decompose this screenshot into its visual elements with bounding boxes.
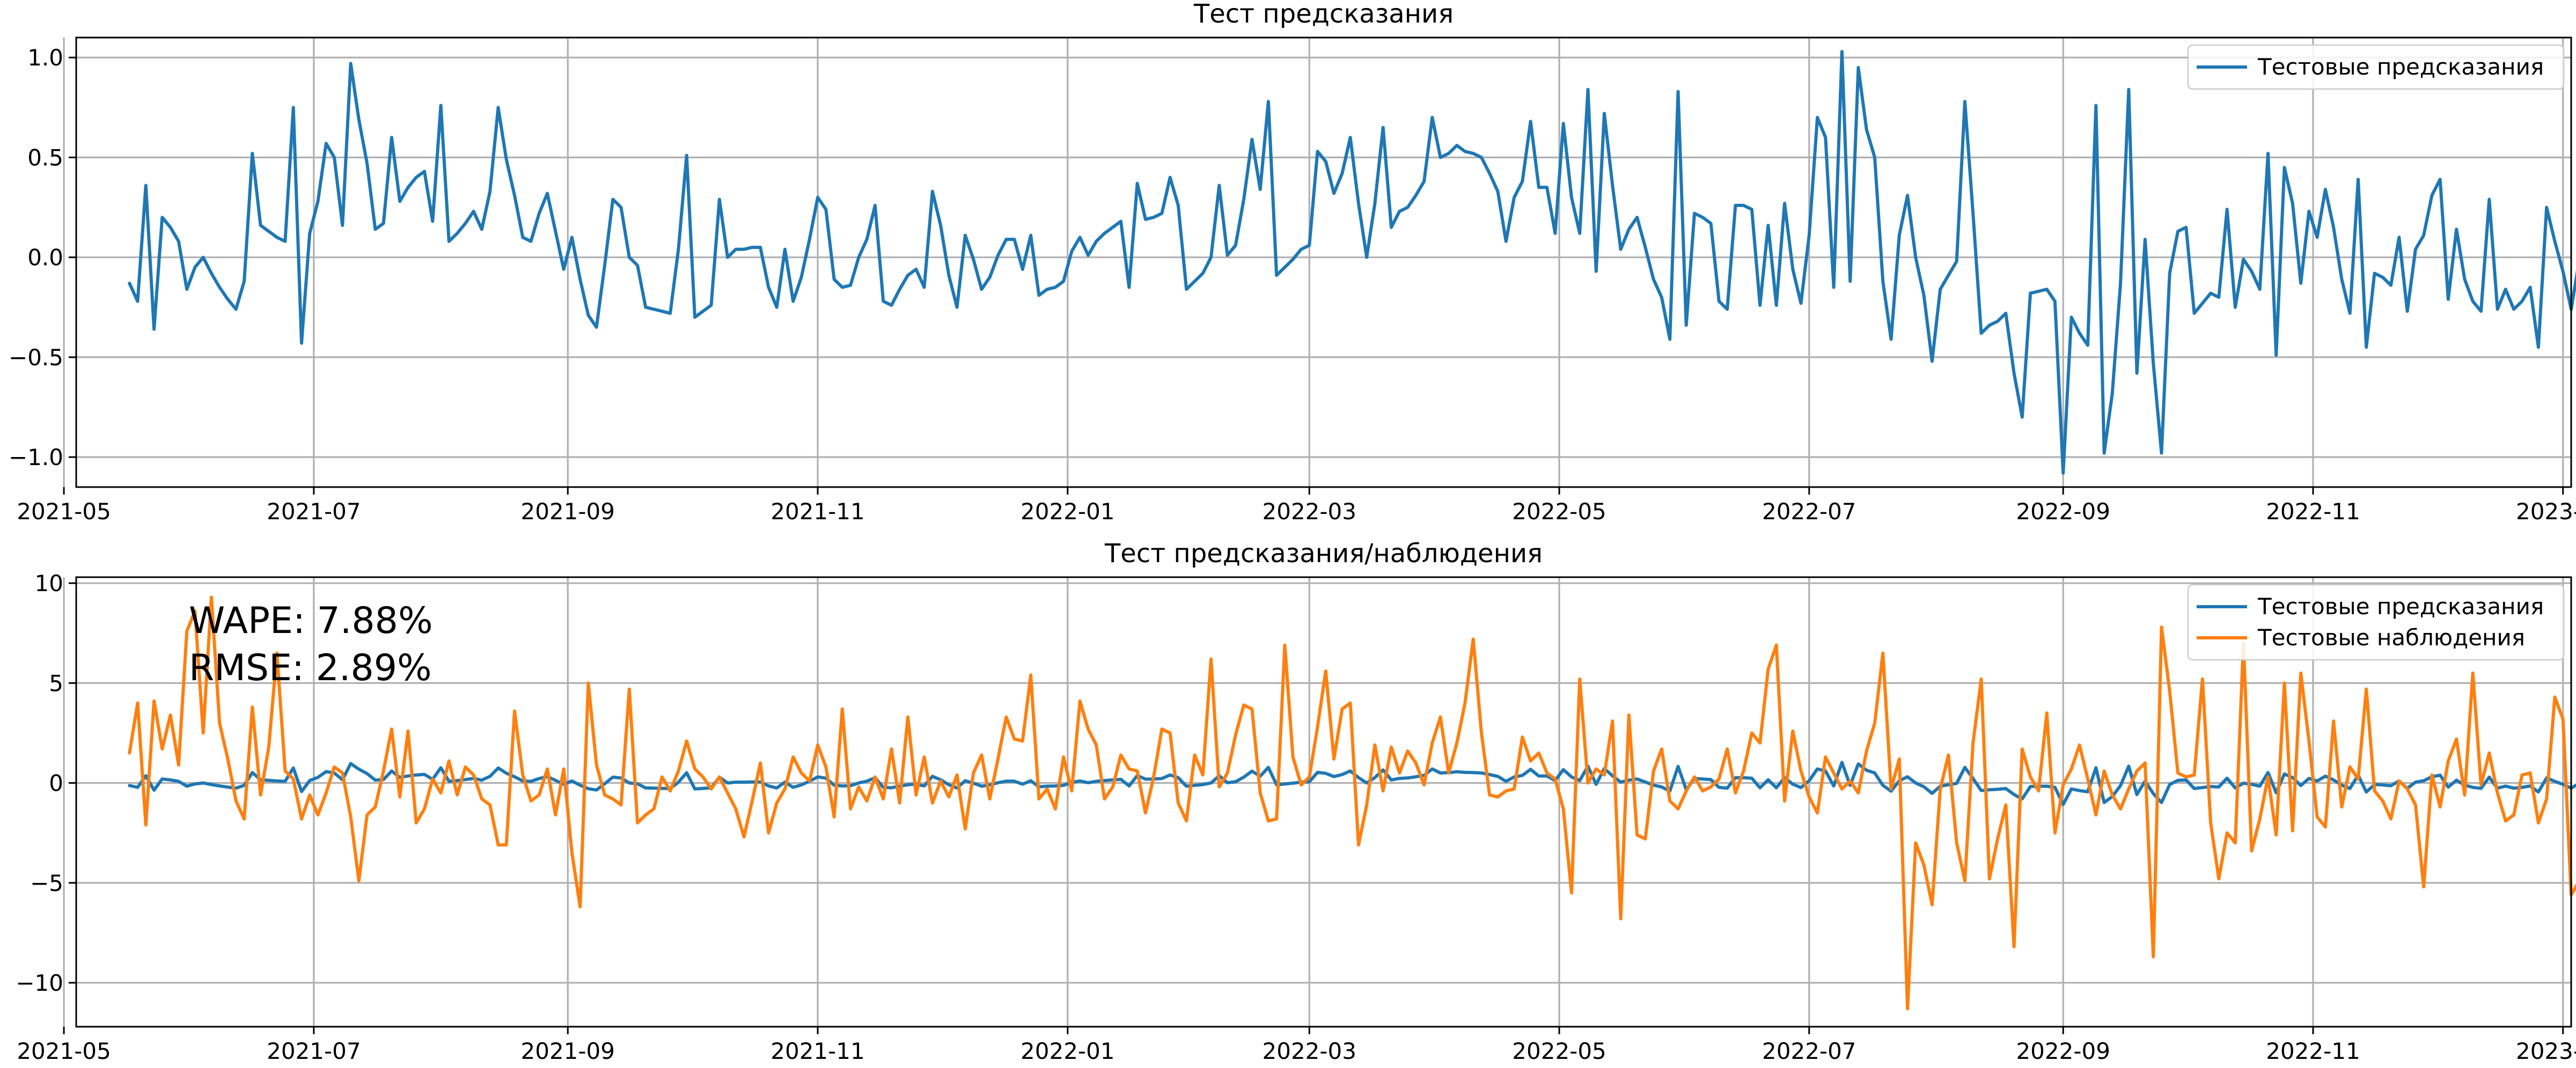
x-tick-label: 2022-09 <box>2016 498 2110 525</box>
y-tick-label: −10 <box>16 970 63 996</box>
legend-label: Тестовые предсказания <box>2257 593 2544 620</box>
top-chart-legend: Тестовые предсказания <box>2187 44 2565 90</box>
x-tick-label: 2022-01 <box>1021 498 1115 525</box>
top-chart-series <box>128 50 2576 475</box>
x-tick-label: 2021-11 <box>770 498 865 525</box>
series-line-observations <box>128 595 2576 1011</box>
x-tick-label: 2022-03 <box>1263 1038 1357 1064</box>
y-tick-label: 10 <box>35 570 63 596</box>
y-tick-label: 5 <box>49 670 63 696</box>
x-tick-label: 2023-01 <box>2516 498 2576 525</box>
y-tick-label: −5 <box>30 870 63 896</box>
y-tick-label: −0.5 <box>9 344 63 371</box>
y-tick-label: −1.0 <box>9 444 63 470</box>
rmse-annotation: RMSE: 2.89% <box>189 647 432 689</box>
x-tick-label: 2022-09 <box>2016 1038 2110 1064</box>
x-tick-label: 2022-01 <box>1021 1038 1115 1064</box>
legend-box <box>2187 44 2565 90</box>
top-chart-frame <box>75 36 2572 488</box>
x-tick-label: 2021-05 <box>17 498 111 525</box>
x-tick-label: 2021-07 <box>267 1038 361 1064</box>
x-tick-label: 2021-07 <box>267 498 361 525</box>
bottom-chart-title: Тест предсказания/наблюдения <box>1104 539 1543 569</box>
x-tick-label: 2022-11 <box>2266 1038 2360 1064</box>
legend-box <box>2187 584 2565 661</box>
y-tick-label: 0.5 <box>27 144 63 171</box>
bottom-chart-frame <box>75 576 2572 1028</box>
legend-label: Тестовые предсказания <box>2257 54 2544 80</box>
x-tick-label: 2021-09 <box>521 498 615 525</box>
bottom-chart-legend: Тестовые предсказания Тестовые наблюдения <box>2187 584 2565 661</box>
y-tick-label: 0.0 <box>27 245 63 271</box>
x-tick-label: 2022-03 <box>1263 498 1357 525</box>
y-tick-label: 0 <box>49 770 63 797</box>
bottom-chart: Тест предсказания/наблюдения 2021-05 2021… <box>16 539 2576 1064</box>
wape-annotation: WAPE: 7.88% <box>189 600 433 642</box>
x-tick-label: 2022-05 <box>1512 498 1606 525</box>
x-tick-label: 2021-05 <box>17 1038 111 1064</box>
x-tick-label: 2022-07 <box>1762 498 1856 525</box>
bottom-chart-series <box>128 595 2576 1011</box>
x-tick-label: 2023-01 <box>2516 1038 2576 1064</box>
x-tick-label: 2021-09 <box>521 1038 615 1064</box>
top-chart: Тест предсказания 2021-05 2021-07 2021-09 2… <box>9 0 2576 525</box>
y-tick-label: 1.0 <box>27 45 63 71</box>
bottom-chart-ticks: 2021-05 2021-07 2021-09 2021-11 2022-01 2022-… <box>16 570 2576 1064</box>
x-tick-label: 2022-11 <box>2266 498 2360 525</box>
top-chart-title: Тест предсказания <box>1193 0 1454 29</box>
top-chart-ticks: 2021-05 2021-07 2021-09 2021-11 2022-01 2022-… <box>9 45 2576 525</box>
x-tick-label: 2022-07 <box>1762 1038 1856 1064</box>
x-tick-label: 2021-11 <box>770 1038 865 1064</box>
series-line-predictions <box>128 50 2576 475</box>
legend-label: Тестовые наблюдения <box>2257 624 2525 651</box>
x-tick-label: 2022-05 <box>1512 1038 1606 1064</box>
